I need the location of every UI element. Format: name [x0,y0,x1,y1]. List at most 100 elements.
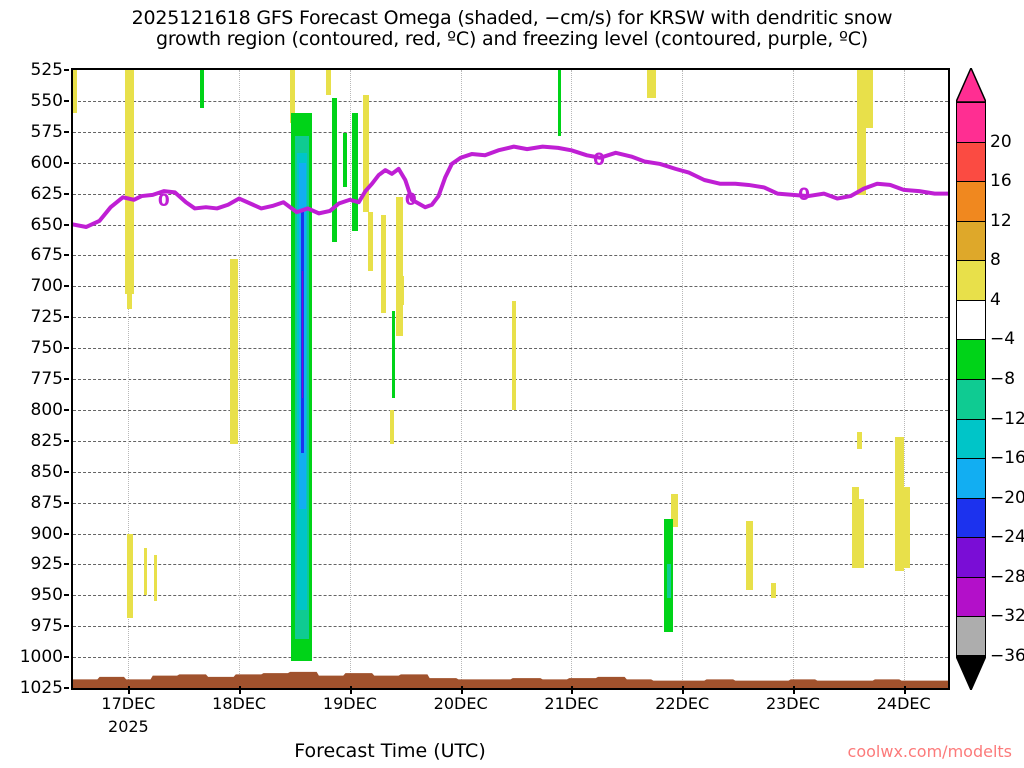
omega-shaded-region [153,554,158,602]
horizontal-gridline [73,100,948,102]
y-axis-tick [64,347,69,350]
horizontal-gridline [73,409,948,411]
colorbar-band [956,102,986,142]
colorbar-tick-label: −20 [990,487,1024,508]
colorbar-top-arrow [954,66,988,103]
colorbar-legend: 20 16 12 8 4 −4 −8 −12 −16 −20 −24 −28 −32 −36 [954,66,1024,692]
omega-shaded-region [857,70,873,129]
y-axis-tick-label: 575 [30,121,63,142]
omega-shaded-region [352,113,358,231]
omega-shaded-region [899,486,911,569]
y-axis-tick-label: 850 [30,461,63,482]
y-axis-tick [64,439,69,442]
omega-shaded-region [851,486,860,499]
colorbar-band [956,497,986,538]
y-axis-tick [64,594,69,597]
terrain-fill [73,671,948,688]
omega-shaded-region [290,70,295,124]
omega-shaded-region [770,582,777,598]
vertical-gridline [349,70,351,688]
y-axis-tick-label: 625 [30,183,63,204]
horizontal-gridline [73,564,948,566]
vertical-gridline [571,70,573,688]
horizontal-gridline [73,131,948,133]
horizontal-gridline [73,317,948,319]
colorbar-band [956,260,986,300]
omega-shaded-region [646,70,656,99]
omega-shaded-region [511,301,517,410]
y-axis-tick-label: 825 [30,430,63,451]
plot-inner: 0 0 0 0 [73,70,948,688]
y-axis-tick-label: 1000 [19,647,63,668]
colorbar-tick-label: −4 [990,329,1016,350]
x-axis-tick-label: 23DEC [765,694,820,713]
y-axis-tick [64,501,69,504]
omega-shaded-region [380,214,387,314]
omega-shaded-region [857,432,862,450]
omega-shaded-region [127,293,132,309]
y-axis-tick [64,563,69,566]
horizontal-gridline [73,502,948,504]
omega-shaded-region [325,70,332,95]
omega-shaded-region [396,197,404,336]
freezing-level-label: 0 [158,191,170,211]
colorbar-band [956,458,986,498]
colorbar-band [956,299,986,340]
title-line-1: 2025121618 GFS Forecast Omega (shaded, −… [131,7,893,29]
horizontal-gridline [73,595,948,597]
y-axis-tick [64,408,69,411]
y-axis-tick-label: 525 [30,60,63,80]
vertical-gridline [682,70,684,688]
omega-shaded-region [857,128,867,195]
x-axis-tick-label: 17DEC [101,694,156,713]
omega-shaded-region [143,548,148,596]
colorbar-tick-label: 20 [990,131,1012,152]
y-axis-tick [64,470,69,473]
y-axis-tick-label: 950 [30,585,63,606]
x-axis-tick-label: 21DEC [544,694,599,713]
y-axis-tick [64,625,69,628]
colorbar-tick-label: −36 [990,646,1024,666]
y-axis-tick [64,378,69,380]
horizontal-gridline [73,193,948,195]
y-axis-tick-label: 1025 [19,678,63,698]
omega-shaded-region [127,533,133,618]
omega-shaded-region [391,311,396,398]
horizontal-gridline [73,626,948,628]
colorbar-tick-label: −28 [990,566,1024,587]
freezing-level-label: 0 [405,190,417,210]
colorbar-tick-label: −12 [990,408,1024,429]
colorbar-tick-label: 16 [990,171,1012,192]
y-axis-tick-label: 800 [30,399,63,420]
omega-shaded-region [200,70,204,109]
colorbar-band [956,220,986,261]
y-axis-tick-label: 875 [30,492,63,513]
y-axis-tick [64,285,69,288]
x-axis-tick-label: 19DEC [322,694,377,713]
horizontal-gridline [73,379,948,380]
vertical-gridline [792,70,794,688]
x-axis-tick [460,686,463,694]
omega-shaded-region [233,329,237,398]
horizontal-gridline [73,688,948,689]
y-axis-tick [64,130,69,133]
x-axis-tick [571,686,574,694]
omega-shaded-region [332,98,337,242]
x-axis-tick [239,686,242,694]
colorbar-band [956,339,986,379]
y-axis-tick [64,192,69,195]
y-axis-tick [64,254,69,257]
colorbar-bottom-arrow [954,655,988,692]
horizontal-gridline [73,533,948,535]
y-axis-tick-label: 900 [30,523,63,544]
omega-shaded-region [558,70,562,136]
vertical-gridline [460,70,462,688]
y-axis-tick-label: 600 [30,152,63,173]
y-axis-tick-label: 925 [30,554,63,575]
y-axis: 525 550 575 600 625 650 675 700 725 750 775 800 825 8… [0,60,69,698]
vertical-gridline [128,70,130,688]
y-axis-tick [64,161,69,164]
colorbar-band [956,576,986,617]
freezing-level-label: 0 [593,150,605,170]
